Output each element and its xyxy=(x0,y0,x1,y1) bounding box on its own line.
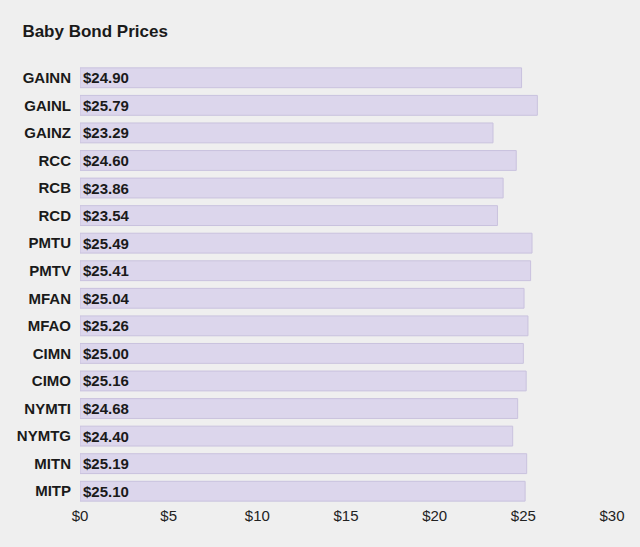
svg-text:$24.40: $24.40 xyxy=(83,428,129,445)
svg-text:CIMN: CIMN xyxy=(33,345,71,362)
svg-text:$23.29: $23.29 xyxy=(83,124,129,141)
svg-text:$24.60: $24.60 xyxy=(83,152,129,169)
svg-text:$25.19: $25.19 xyxy=(83,455,129,472)
svg-text:$25.41: $25.41 xyxy=(83,262,129,279)
svg-text:$25.16: $25.16 xyxy=(83,372,129,389)
svg-text:$25.26: $25.26 xyxy=(83,317,129,334)
svg-text:$30: $30 xyxy=(599,507,624,524)
svg-text:$25: $25 xyxy=(511,507,536,524)
svg-text:GAINL: GAINL xyxy=(24,97,71,114)
svg-text:$24.68: $24.68 xyxy=(83,400,129,417)
svg-text:$25.79: $25.79 xyxy=(83,97,129,114)
svg-text:$23.54: $23.54 xyxy=(83,207,130,224)
svg-text:RCB: RCB xyxy=(39,179,72,196)
svg-text:MFAN: MFAN xyxy=(29,290,72,307)
svg-text:RCD: RCD xyxy=(39,207,72,224)
svg-text:PMTU: PMTU xyxy=(29,234,72,251)
svg-text:$24.90: $24.90 xyxy=(83,69,129,86)
svg-text:$0: $0 xyxy=(72,507,89,524)
svg-text:Baby Bond Prices: Baby Bond Prices xyxy=(22,22,168,41)
svg-text:CIMO: CIMO xyxy=(32,372,71,389)
svg-text:$25.49: $25.49 xyxy=(83,235,129,252)
svg-text:GAINZ: GAINZ xyxy=(24,124,71,141)
svg-text:$20: $20 xyxy=(422,507,447,524)
svg-text:$5: $5 xyxy=(160,507,177,524)
svg-text:$25.00: $25.00 xyxy=(83,345,129,362)
svg-text:MITP: MITP xyxy=(35,482,71,499)
svg-text:NYMTI: NYMTI xyxy=(24,400,71,417)
svg-text:$10: $10 xyxy=(245,507,270,524)
svg-text:GAINN: GAINN xyxy=(23,69,71,86)
svg-text:MFAO: MFAO xyxy=(28,317,72,334)
svg-text:$25.04: $25.04 xyxy=(83,290,130,307)
svg-text:MITN: MITN xyxy=(34,455,71,472)
svg-text:$23.86: $23.86 xyxy=(83,180,129,197)
svg-text:$25.10: $25.10 xyxy=(83,483,129,500)
svg-text:PMTV: PMTV xyxy=(29,262,71,279)
svg-text:$15: $15 xyxy=(333,507,358,524)
svg-text:RCC: RCC xyxy=(39,152,72,169)
svg-text:NYMTG: NYMTG xyxy=(17,427,71,444)
